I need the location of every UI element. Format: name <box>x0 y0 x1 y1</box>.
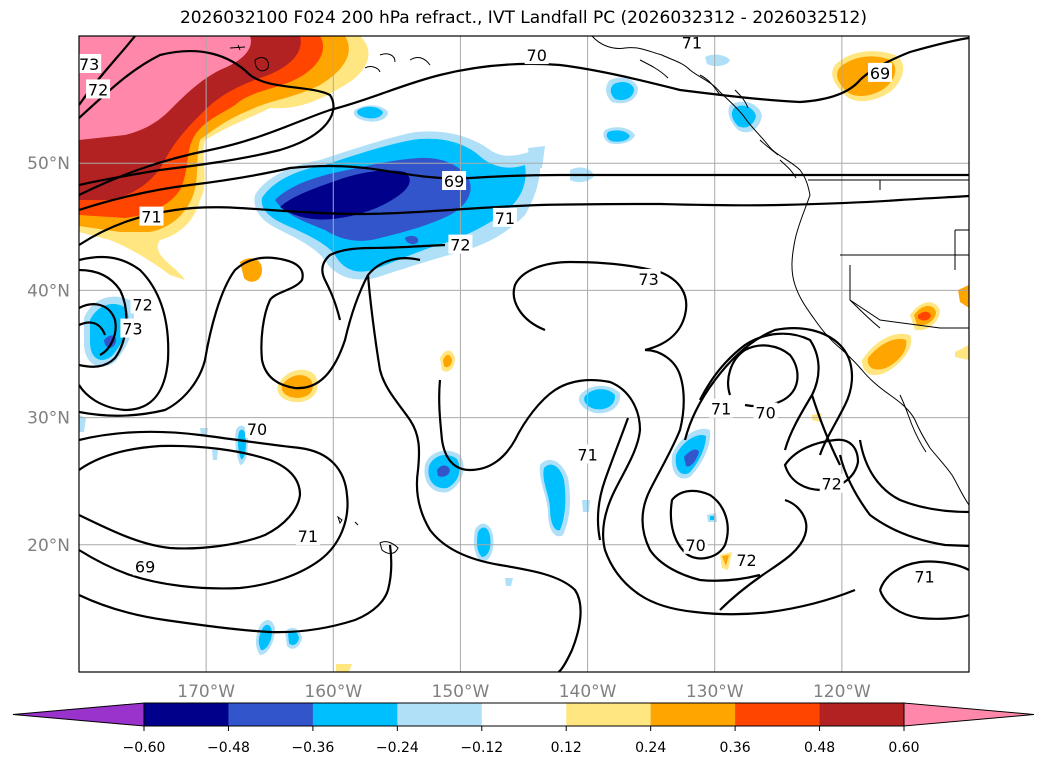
colorbar-segment <box>819 703 905 726</box>
coastlines <box>229 36 969 554</box>
contour-label: 73 <box>638 270 658 289</box>
colorbar-tick-label: 0.24 <box>635 740 666 756</box>
contour-label-bg <box>245 419 269 439</box>
lat-tick-label: 20°N <box>27 536 70 556</box>
colorbar-tick-label: −0.48 <box>207 740 250 756</box>
contour-label: 69 <box>444 172 464 191</box>
contour-label: 71 <box>914 568 934 587</box>
colorbar: −0.60 −0.48 −0.36 −0.24 −0.12 0.12 0.24 0.36 0.4… <box>12 702 1035 756</box>
contour-label: 71 <box>577 445 597 464</box>
colorbar-tick-label: −0.60 <box>123 740 166 756</box>
colorbar-segment <box>228 703 314 726</box>
chart-title: 2026032100 F024 200 hPa refract., IVT La… <box>179 8 867 28</box>
lat-tick-label: 40°N <box>27 281 70 301</box>
contour-label-bg <box>442 171 467 191</box>
colorbar-tick-label: 0.60 <box>888 740 919 756</box>
contour-label: 73 <box>79 55 99 74</box>
contour-label: 71 <box>141 208 161 227</box>
contour-label: 70 <box>685 536 705 555</box>
colorbar-segment <box>481 703 567 726</box>
contour-label-bg <box>130 294 155 314</box>
contour-label: 72 <box>450 236 470 255</box>
contour-label-bg <box>575 444 600 464</box>
contour-label-bg <box>86 79 111 99</box>
contour-label: 69 <box>135 557 155 576</box>
contour-label-bg <box>709 398 734 418</box>
contour-label-bg <box>133 556 158 576</box>
colorbar-segment <box>397 703 483 726</box>
colorbar-tick-label: 0.12 <box>551 740 582 756</box>
contour-label-bg <box>636 268 661 288</box>
contour-label-bg <box>734 550 759 570</box>
contour-label: 69 <box>870 64 890 83</box>
map-frame <box>78 35 970 673</box>
lon-tick-label: 170°W <box>177 682 235 702</box>
contour-label-bg <box>77 53 102 73</box>
contour-label-bg <box>819 473 844 493</box>
colorbar-segment <box>735 703 821 726</box>
colorbar-tick-label: −0.36 <box>291 740 334 756</box>
lon-tick-label: 120°W <box>813 682 871 702</box>
contour-label-bg <box>679 32 704 52</box>
colorbar-tick-label: 0.48 <box>804 740 835 756</box>
contour-label-bg <box>868 62 892 82</box>
contour-label: 72 <box>132 295 152 314</box>
colorbar-segment <box>650 703 736 726</box>
contour-label-bg <box>492 207 517 227</box>
contour-label: 70 <box>527 46 547 65</box>
colorbar-segment <box>144 703 229 726</box>
contour-label: 71 <box>495 209 515 228</box>
contour-label-bg <box>912 566 937 586</box>
colorbar-segment <box>312 703 398 726</box>
contour-label-bg <box>448 234 473 254</box>
colorbar-segment <box>566 703 652 726</box>
colorbar-frame <box>143 702 905 727</box>
contour-label: 70 <box>755 404 775 423</box>
colorbar-tick-label: −0.24 <box>376 740 419 756</box>
refractivity-contours <box>79 36 969 672</box>
contour-label: 72 <box>822 475 842 494</box>
lon-tick-label: 150°W <box>432 682 490 702</box>
colorbar-tick-label: 0.36 <box>720 740 751 756</box>
contour-label: 71 <box>298 527 318 546</box>
contour-label: 71 <box>711 400 731 419</box>
contour-label: 73 <box>122 320 142 339</box>
contour-label: 70 <box>247 420 267 439</box>
contour-label-bg <box>139 206 164 226</box>
contour-label-bg <box>753 402 778 422</box>
contour-label: 72 <box>88 80 108 99</box>
longitude-labels: 170°W 160°W 150°W 140°W 130°W 120°W <box>177 682 871 702</box>
contour-label: 72 <box>736 551 756 570</box>
lon-tick-label: 140°W <box>559 682 617 702</box>
colorbar-tick-label: −0.12 <box>460 740 503 756</box>
contour-label-bg <box>120 318 145 338</box>
colorbar-extend-low <box>12 702 145 727</box>
contour-label-bg <box>524 45 549 65</box>
lon-tick-label: 160°W <box>304 682 362 702</box>
contour-label: 71 <box>682 33 702 52</box>
contour-label-bg <box>295 525 320 545</box>
lat-tick-label: 30°N <box>27 409 70 429</box>
latitude-labels: 50°N 40°N 30°N 20°N <box>27 154 70 556</box>
contour-label-bg <box>683 534 708 554</box>
lat-tick-label: 50°N <box>27 154 70 174</box>
warm-anomaly-nw-magenta <box>79 36 251 140</box>
colorbar-extend-high <box>903 702 1035 727</box>
lon-tick-label: 130°W <box>686 682 744 702</box>
contour-labels: 73 72 71 70 71 69 69 71 72 73 72 73 70 71 71 70 72 70 72 71… <box>77 32 937 587</box>
anomaly-shading <box>79 36 969 672</box>
